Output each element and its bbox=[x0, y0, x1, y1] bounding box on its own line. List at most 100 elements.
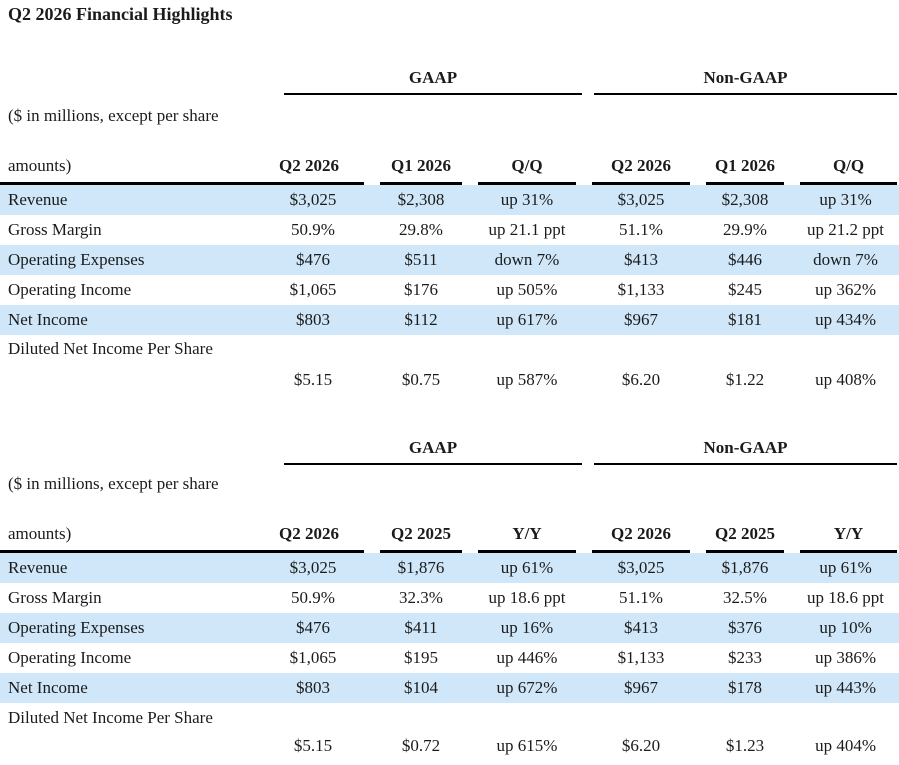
column-header: Q2 2026 bbox=[254, 95, 372, 185]
column-header: Q/Q bbox=[792, 95, 899, 185]
table-cell: $803 bbox=[254, 305, 372, 335]
table-cell: $1,065 bbox=[289, 280, 337, 299]
table-cell: 29.8% bbox=[399, 220, 443, 239]
row-label: Net Income bbox=[0, 305, 254, 335]
table-row-operating-income: Operating Income $1,065 $176 up 505% $1,… bbox=[0, 275, 899, 305]
table-cell: $245 bbox=[728, 280, 763, 299]
column-header: Q2 2026 bbox=[254, 465, 372, 553]
row-label-spacer bbox=[0, 363, 254, 397]
table-cell: up 61% bbox=[792, 553, 899, 583]
table-cell: 32.5% bbox=[723, 588, 767, 607]
qoq-table: GAAP Non-GAAP ($ in millions, except per… bbox=[0, 55, 899, 397]
table-cell: 29.9% bbox=[723, 220, 767, 239]
table-cell: $1,065 bbox=[289, 648, 337, 667]
row-label: Diluted Net Income Per Share bbox=[8, 339, 213, 358]
table-cell: $2,308 bbox=[698, 185, 793, 215]
table-cell: $104 bbox=[372, 673, 470, 703]
table-cell: $413 bbox=[584, 613, 699, 643]
table-cell: $1,133 bbox=[617, 280, 665, 299]
table-row-net-income: Net Income $803 $112 up 617% $967 $181 u… bbox=[0, 305, 899, 335]
table-cell: up 21.1 ppt bbox=[488, 220, 566, 239]
table-row-gross-margin: Gross Margin 50.9% 32.3% up 18.6 ppt 51.… bbox=[0, 583, 899, 613]
row-label: Revenue bbox=[0, 553, 254, 583]
table-cell: $2,308 bbox=[372, 185, 470, 215]
table-cell: $1,133 bbox=[617, 648, 665, 667]
table-row-revenue: Revenue $3,025 $1,876 up 61% $3,025 $1,8… bbox=[0, 553, 899, 583]
table-cell: 51.1% bbox=[619, 220, 663, 239]
table-cell: $1,876 bbox=[698, 553, 793, 583]
non-gaap-group-label: Non-GAAP bbox=[594, 68, 898, 95]
group-header-row: GAAP Non-GAAP bbox=[0, 428, 899, 465]
table-cell: $376 bbox=[698, 613, 793, 643]
group-header-gaap: GAAP bbox=[254, 428, 584, 465]
table-cell: $3,025 bbox=[584, 185, 699, 215]
table-cell: $476 bbox=[254, 245, 372, 275]
table-cell: $176 bbox=[404, 280, 438, 299]
table-cell: $0.75 bbox=[401, 370, 441, 389]
row-label: Operating Expenses bbox=[0, 613, 254, 643]
table-cell: $446 bbox=[698, 245, 793, 275]
table-row-diluted-eps-values: $5.15 $0.72 up 615% $6.20 $1.23 up 404% bbox=[0, 732, 899, 765]
column-header: Q2 2026 bbox=[584, 95, 698, 185]
table-cell: $3,025 bbox=[254, 185, 372, 215]
table-cell: $3,025 bbox=[584, 553, 699, 583]
table-cell: 51.1% bbox=[619, 588, 663, 607]
table-cell: $3,025 bbox=[254, 553, 372, 583]
table-cell: down 7% bbox=[792, 245, 899, 275]
table-row-net-income: Net Income $803 $104 up 672% $967 $178 u… bbox=[0, 673, 899, 703]
column-header: Q2 2025 bbox=[698, 465, 792, 553]
table-row-diluted-eps-values: $5.15 $0.75 up 587% $6.20 $1.22 up 408% bbox=[0, 363, 899, 397]
table-cell: $803 bbox=[254, 673, 372, 703]
group-header-spacer bbox=[0, 55, 254, 95]
table-cell: up 617% bbox=[470, 305, 585, 335]
table-cell: 50.9% bbox=[291, 588, 335, 607]
table-cell: down 7% bbox=[470, 245, 585, 275]
table-cell: $233 bbox=[728, 648, 763, 667]
table-cell: $967 bbox=[584, 673, 699, 703]
table-cell: $411 bbox=[372, 613, 470, 643]
column-header: Q1 2026 bbox=[372, 95, 470, 185]
table-cell: $195 bbox=[404, 648, 438, 667]
table-cell: $178 bbox=[698, 673, 793, 703]
group-header-gaap: GAAP bbox=[254, 55, 584, 95]
group-header-spacer bbox=[0, 428, 254, 465]
table-cell: $6.20 bbox=[621, 370, 661, 389]
table-cell: up 446% bbox=[496, 648, 558, 667]
table-cell: $112 bbox=[372, 305, 470, 335]
table-cell: up 443% bbox=[792, 673, 899, 703]
table-cell: 32.3% bbox=[399, 588, 443, 607]
table-row-operating-income: Operating Income $1,065 $195 up 446% $1,… bbox=[0, 643, 899, 673]
table-cell: $5.15 bbox=[293, 370, 333, 389]
table-cell: up 615% bbox=[496, 736, 558, 755]
table-cell: up 672% bbox=[470, 673, 585, 703]
row-label-spacer bbox=[0, 732, 254, 765]
table-cell: up 386% bbox=[815, 648, 876, 667]
row-label: Operating Expenses bbox=[0, 245, 254, 275]
table-cell: $476 bbox=[254, 613, 372, 643]
units-note: ($ in millions, except per share amounts… bbox=[0, 95, 254, 185]
table-cell: up 16% bbox=[470, 613, 585, 643]
table-cell: $5.15 bbox=[293, 736, 333, 755]
table-row-revenue: Revenue $3,025 $2,308 up 31% $3,025 $2,3… bbox=[0, 185, 899, 215]
table-cell: $6.20 bbox=[621, 736, 661, 755]
gaap-group-label: GAAP bbox=[284, 68, 583, 95]
table-cell: up 31% bbox=[792, 185, 899, 215]
table-row-gross-margin: Gross Margin 50.9% 29.8% up 21.1 ppt 51.… bbox=[0, 215, 899, 245]
table-cell: up 408% bbox=[815, 370, 876, 389]
units-note-line2: amounts) bbox=[0, 524, 254, 553]
table-row-operating-expenses: Operating Expenses $476 $411 up 16% $413… bbox=[0, 613, 899, 643]
table-cell: up 10% bbox=[792, 613, 899, 643]
table-row-diluted-eps-label: Diluted Net Income Per Share bbox=[0, 703, 899, 732]
row-label: Gross Margin bbox=[8, 220, 102, 239]
table-cell: up 362% bbox=[815, 280, 876, 299]
column-header: Q1 2026 bbox=[698, 95, 792, 185]
units-note-line1: ($ in millions, except per share bbox=[8, 106, 219, 125]
column-header: Y/Y bbox=[470, 465, 584, 553]
table-row-diluted-eps-label: Diluted Net Income Per Share bbox=[0, 335, 899, 363]
row-label: Net Income bbox=[0, 673, 254, 703]
table-cell: up 404% bbox=[815, 736, 876, 755]
table-cell: up 434% bbox=[792, 305, 899, 335]
column-header-row: ($ in millions, except per share amounts… bbox=[0, 465, 899, 553]
table-cell: $1.22 bbox=[725, 370, 765, 389]
